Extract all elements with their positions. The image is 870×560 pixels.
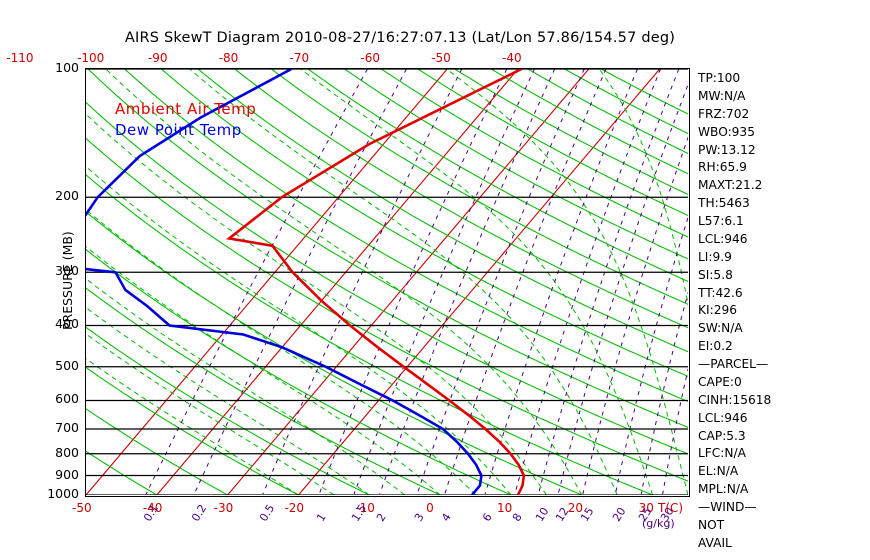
panel-item: CINH:15618 xyxy=(698,392,772,407)
temp-tick-bottom--40: -40 xyxy=(142,501,163,515)
temp-tick-bottom-10: 10 xyxy=(496,501,513,515)
mixing-ratio-tick-1: 1 xyxy=(313,511,329,524)
pressure-tick-700: 700 xyxy=(55,420,79,435)
plot-area xyxy=(85,68,690,497)
temp-tick-top--50: -50 xyxy=(431,51,451,65)
panel-item: LCL:946 xyxy=(698,410,748,425)
mixing-ratio-tick-2: 2 xyxy=(374,511,390,524)
panel-item: —PARCEL— xyxy=(698,357,769,371)
panel-item: KI:296 xyxy=(698,303,737,318)
pressure-tick-900: 900 xyxy=(55,466,79,482)
pressure-tick-500: 500 xyxy=(55,357,79,373)
panel-item: MAXT:21.2 xyxy=(698,178,763,193)
temp-tick-top--100: -100 xyxy=(77,51,105,65)
panel-item: MPL:N/A xyxy=(698,482,749,497)
panel-item: FRZ:702 xyxy=(698,106,750,121)
panel-item: SW:N/A xyxy=(698,321,743,336)
panel-item: MW:N/A xyxy=(698,88,746,103)
panel-item: AVAIL xyxy=(698,535,732,550)
pressure-tick-600: 600 xyxy=(55,391,79,407)
temp-axis-unit-label: T(C) xyxy=(658,501,684,515)
sounding-indices-panel: TP:100 MW:N/A FRZ:702 WBO:935 PW:13.12 RH:65.… xyxy=(698,70,863,553)
panel-item: WBO:935 xyxy=(698,124,755,139)
panel-item: EI:0.2 xyxy=(698,339,733,354)
mixing-ratio-tick-6: 6 xyxy=(479,511,495,524)
panel-item: TH:5463 xyxy=(698,196,750,211)
temp-tick-top--60: -60 xyxy=(360,51,380,65)
temp-tick-bottom-20: 20 xyxy=(567,501,584,515)
temp-tick-top--110: -110 xyxy=(6,51,34,65)
mixing-ratio-tick-0.2: 0.2 xyxy=(188,502,210,524)
panel-item: PW:13.12 xyxy=(698,142,756,157)
panel-item: TT:42.6 xyxy=(698,285,743,300)
temp-tick-top--80: -80 xyxy=(218,51,239,65)
pressure-tick-1000: 1000 xyxy=(47,486,79,501)
skewt-canvas xyxy=(86,69,688,495)
legend-dew-point-temp: Dew Point Temp xyxy=(115,121,242,139)
legend-ambient-air-temp: Ambient Air Temp xyxy=(115,100,257,118)
temp-tick-top--70: -70 xyxy=(289,51,310,65)
mixing-ratio-unit-label: (g/kg) xyxy=(642,517,675,530)
mixing-ratio-tick-0.5: 0.5 xyxy=(257,502,278,524)
panel-item: —WIND— xyxy=(698,500,757,514)
temp-tick-bottom--30: -30 xyxy=(213,501,234,515)
panel-item: NOT xyxy=(698,517,725,532)
temp-tick-bottom-0: 0 xyxy=(426,501,434,515)
temp-tick-bottom-30: 30 xyxy=(638,501,654,515)
panel-item: CAP:5.3 xyxy=(698,428,746,443)
pressure-tick-800: 800 xyxy=(55,444,79,460)
pressure-tick-200: 200 xyxy=(55,188,79,204)
pressure-tick-100: 100 xyxy=(55,60,79,75)
pressure-axis-label: PRESSURE (MB) xyxy=(60,231,75,330)
panel-item: L57:6.1 xyxy=(698,214,744,228)
temp-tick-bottom--50: -50 xyxy=(72,501,92,515)
temp-tick-bottom--20: -20 xyxy=(284,501,305,515)
panel-item: LFC:N/A xyxy=(698,446,746,461)
mixing-ratio-tick-10: 10 xyxy=(533,505,552,524)
page-title: AIRS SkewT Diagram 2010-08-27/16:27:07.1… xyxy=(124,30,676,46)
temp-tick-top--90: -90 xyxy=(147,51,168,65)
pressure-tick-300: 300 xyxy=(55,263,79,279)
panel-item: LCL:946 xyxy=(698,231,748,246)
panel-item: SI:5.8 xyxy=(698,267,733,282)
profile-ambient-temp xyxy=(225,69,526,495)
panel-item: RH:65.9 xyxy=(698,160,747,175)
mixing-ratio-tick-4: 4 xyxy=(439,511,455,524)
temp-tick-top--40: -40 xyxy=(502,51,522,65)
mixing-ratio-tick-20: 20 xyxy=(610,505,629,524)
profile-dew-point xyxy=(86,69,483,495)
panel-item: CAPE:0 xyxy=(698,374,742,389)
panel-item: LI:9.9 xyxy=(698,249,732,264)
pressure-tick-400: 400 xyxy=(55,316,79,332)
panel-item: TP:100 xyxy=(698,71,741,85)
mixing-ratio-tick-8: 8 xyxy=(509,511,525,524)
panel-item: EL:N/A xyxy=(698,464,739,479)
temp-tick-bottom--10: -10 xyxy=(355,501,375,515)
mixing-ratio-tick-3: 3 xyxy=(411,511,427,524)
